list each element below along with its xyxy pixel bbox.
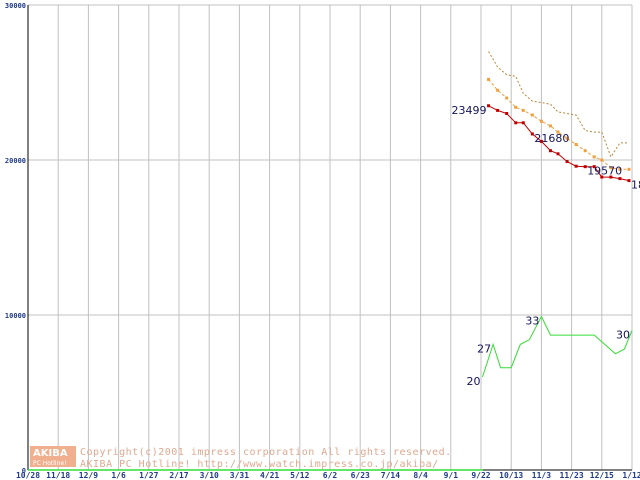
y-tick-label: 30000 [5, 2, 26, 10]
data-label: 23499 [452, 104, 487, 117]
x-tick-label: 1/27 [139, 471, 158, 480]
x-tick-label: 7/14 [381, 471, 400, 480]
min_price-point [530, 132, 534, 136]
avg_price-point [609, 166, 613, 170]
data-label: 27 [477, 342, 491, 355]
max_price-line [488, 51, 629, 159]
data-label: 30 [616, 329, 630, 342]
avg_price-point [600, 158, 604, 162]
series-lines [482, 51, 633, 378]
avg_price-point [514, 105, 518, 109]
x-tick-label: 12/15 [590, 471, 614, 480]
data-label: 19570 [587, 165, 622, 178]
avg_price-point [505, 96, 509, 100]
min_price-point [609, 175, 613, 179]
data-labels: 23499 21680 19570 18670 20 27 33 30 [452, 104, 640, 388]
avg_price-point [521, 108, 525, 112]
avg_price-point [556, 130, 560, 134]
avg_price-point [627, 167, 631, 171]
x-tick-label: 11/3 [532, 471, 551, 480]
avg_price-point [565, 136, 569, 140]
avg_price-point [583, 149, 587, 153]
min_price-point [487, 104, 491, 108]
data-label: 20 [467, 375, 481, 388]
min_price-point [583, 165, 587, 169]
x-tick-label: 3/10 [200, 471, 219, 480]
shop_count-line [482, 315, 633, 378]
avg_price-point [592, 155, 596, 159]
min_price-point [618, 177, 622, 181]
min_price-point [496, 108, 500, 112]
avg_price-point [618, 167, 622, 171]
data-label: 18670 [631, 179, 640, 192]
avg_price-point [530, 113, 534, 117]
min_price-point [574, 164, 578, 168]
x-tick-label: 9/22 [471, 471, 490, 480]
x-tick-label: 11/18 [46, 471, 70, 480]
avg_price-point [548, 124, 552, 128]
copyright-line-2: AKIBA PC Hotline! http://www.watch.impre… [80, 459, 439, 470]
min_price-point [565, 160, 569, 164]
min_price-point [521, 121, 525, 125]
min_price-point [592, 165, 596, 169]
copyright-line-1: Copyright(c)2001 impress corporation All… [80, 447, 452, 458]
x-tick-label: 1/12 [622, 471, 640, 480]
akiba-logo: AKIBA PC Hotline! [30, 446, 76, 467]
x-tick-label: 8/4 [413, 471, 428, 480]
min_price-point [600, 175, 604, 179]
logo-top-text: AKIBA [33, 448, 68, 459]
min_price-point [514, 121, 518, 125]
copyright-footer: AKIBA PC Hotline! Copyright(c)2001 impre… [30, 446, 452, 470]
y-tick-label: 20000 [5, 157, 26, 165]
avg_price-point [539, 119, 543, 123]
x-tick-label: 10/28 [16, 471, 40, 480]
x-tick-label: 5/12 [290, 471, 309, 480]
avg_price-line [488, 79, 629, 170]
logo-bottom-text: PC Hotline! [33, 460, 66, 467]
avg_price-point [574, 143, 578, 146]
x-tick-label: 6/23 [351, 471, 370, 480]
x-tick-label: 9/1 [444, 471, 459, 480]
min_price-point [556, 152, 560, 156]
x-tick-label: 11/23 [560, 471, 584, 480]
x-tick-label: 6/2 [323, 471, 338, 480]
axes: 10/28 11/18 12/9 1/6 1/27 2/17 3/10 3/31 4/21 5/1… [5, 2, 640, 480]
min_price-point [548, 149, 552, 153]
x-tick-label: 4/21 [260, 471, 279, 480]
y-tick-label: 10000 [5, 312, 26, 320]
avg_price-point [487, 77, 491, 81]
min_price-point [627, 179, 631, 183]
y-tick-label: 0 [22, 467, 26, 475]
x-tick-label: 1/6 [111, 471, 126, 480]
grid-lines [28, 4, 633, 470]
x-tick-label: 2/17 [169, 471, 188, 480]
data-label: 33 [525, 315, 539, 328]
data-label: 21680 [534, 132, 569, 145]
x-tick-label: 12/9 [79, 471, 98, 480]
x-tick-label: 3/31 [230, 471, 249, 480]
min_price-point [539, 139, 543, 143]
avg_price-point [496, 88, 500, 92]
min_price-point [505, 112, 509, 115]
x-tick-label: 10/13 [499, 471, 523, 480]
